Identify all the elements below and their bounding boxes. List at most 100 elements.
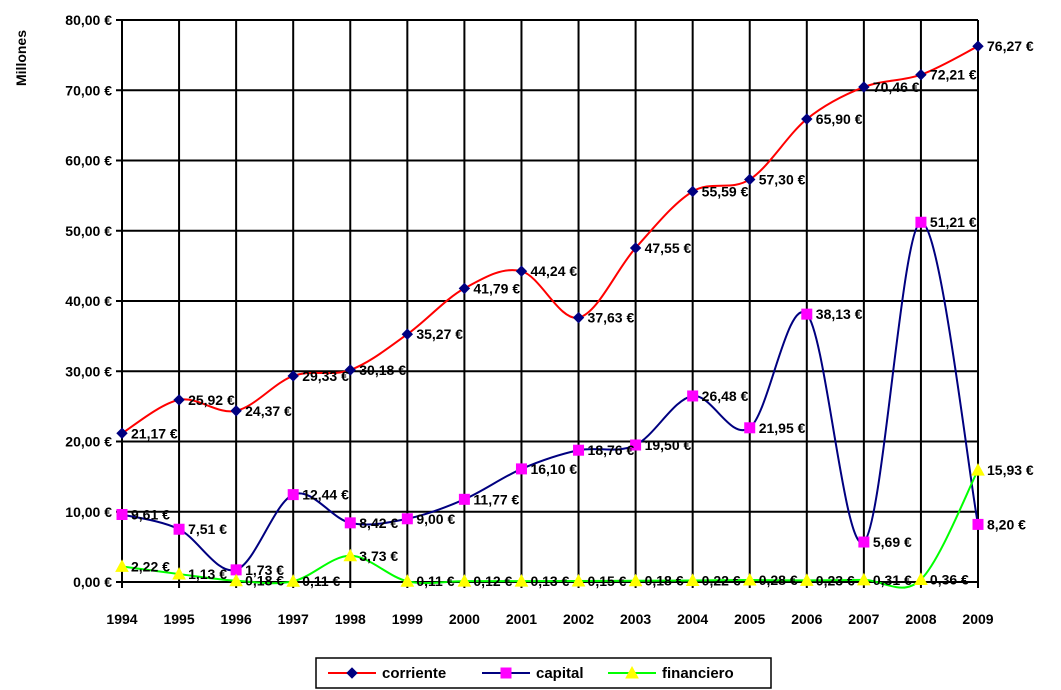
y-axis-label: Millones — [13, 30, 29, 86]
financiero-point — [400, 574, 415, 587]
capital-point — [287, 489, 299, 501]
x-tick-label: 2007 — [848, 611, 879, 627]
capital-data-label: 19,50 € — [645, 437, 692, 453]
capital-data-label: 21,95 € — [759, 420, 806, 436]
financiero-point — [857, 572, 871, 586]
financiero-point — [628, 573, 643, 587]
corriente-point — [515, 265, 528, 277]
corriente-data-label: 55,59 € — [702, 183, 749, 199]
corriente-data-label: 70,46 € — [873, 79, 920, 95]
financiero-data-label: 0,18 € — [645, 573, 684, 589]
capital-point — [458, 493, 470, 505]
x-tick-label: 2002 — [563, 611, 594, 627]
corriente-point — [230, 405, 242, 417]
y-tick-label: 10,00 € — [65, 504, 112, 520]
series-group — [115, 40, 985, 589]
financiero-point — [514, 574, 529, 587]
financiero-data-label: 15,93 € — [987, 462, 1034, 478]
capital-data-label: 16,10 € — [530, 461, 577, 477]
x-tick-label: 2008 — [905, 611, 936, 627]
corriente-point — [344, 364, 356, 376]
financiero-data-label: 3,73 € — [359, 548, 398, 564]
corriente-point — [116, 427, 128, 439]
x-tick-label: 2004 — [677, 611, 708, 627]
corriente-data-label: 37,63 € — [588, 310, 635, 326]
y-tick-label: 60,00 € — [65, 153, 112, 169]
corriente-point — [801, 113, 813, 125]
y-axis-ticks: 0,00 € 10,00 € 20,00 € 30,00 € 40,00 € 50,00 … — [65, 12, 122, 590]
x-tick-label: 1997 — [278, 611, 309, 627]
y-tick-label: 30,00 € — [65, 363, 112, 379]
corriente-data-label: 47,55 € — [645, 240, 692, 256]
legend-box — [315, 657, 772, 689]
capital-point — [858, 536, 870, 548]
financiero-point — [172, 567, 186, 580]
capital-point — [116, 508, 128, 520]
grid — [121, 19, 979, 583]
capital-point — [915, 216, 927, 228]
corriente-point — [629, 242, 642, 254]
corriente-point — [401, 328, 414, 340]
series-capital — [116, 216, 984, 576]
x-tick-label: 2001 — [506, 611, 537, 627]
financiero-point — [229, 573, 243, 587]
series-corriente — [116, 40, 984, 439]
financiero-point — [971, 463, 985, 476]
corriente-data-label: 21,17 € — [131, 425, 178, 441]
financiero-point — [685, 573, 700, 586]
capital-point — [173, 523, 185, 535]
financiero-data-label: 0,11 € — [416, 573, 454, 589]
x-tick-label: 2003 — [620, 611, 651, 627]
x-tick-label: 1998 — [335, 611, 366, 627]
legend-marker-corriente — [346, 667, 358, 679]
capital-data-label: 8,42 € — [359, 515, 398, 531]
y-tick-label: 0,00 € — [73, 574, 112, 590]
financiero-data-label: 0,23 € — [816, 572, 855, 588]
corriente-data-label: 76,27 € — [987, 38, 1034, 54]
capital-data-label: 9,61 € — [131, 506, 170, 522]
legend-marker-capital — [500, 667, 512, 679]
legend-label-capital: capital — [536, 665, 584, 682]
x-tick-label: 1994 — [106, 611, 137, 627]
financiero-data-label: 0,15 € — [588, 573, 627, 589]
capital-point — [230, 564, 242, 576]
capital-data-label: 9,00 € — [416, 511, 455, 527]
capital-point — [801, 308, 813, 320]
corriente-data-label: 65,90 € — [816, 111, 863, 127]
x-tick-label: 2005 — [734, 611, 765, 627]
corriente-point — [915, 69, 927, 81]
corriente-data-label: 57,30 € — [759, 171, 806, 187]
capital-point — [972, 518, 984, 530]
capital-data-label: 12,44 € — [302, 487, 349, 503]
x-tick-label: 1996 — [221, 611, 252, 627]
x-tick-label: 1995 — [163, 611, 194, 627]
financiero-data-label: 1,13 € — [188, 566, 227, 582]
financiero-point — [457, 574, 472, 587]
financiero-data-label: 0,31 € — [873, 572, 912, 588]
legend: corriente capital financiero — [315, 657, 772, 689]
corriente-data-label: 30,18 € — [359, 362, 406, 378]
financiero-data-label: 0,13 € — [530, 573, 569, 589]
financiero-point — [742, 572, 757, 586]
corriente-data-label: 44,24 € — [530, 263, 577, 279]
financiero-data-label: 0,22 € — [702, 572, 741, 588]
capital-point — [687, 390, 699, 402]
corriente-point — [287, 370, 299, 382]
capital-point — [401, 513, 413, 525]
capital-point — [744, 422, 756, 434]
corriente-point — [173, 394, 185, 406]
capital-data-label: 5,69 € — [873, 534, 912, 550]
y-tick-label: 20,00 € — [65, 434, 112, 450]
corriente-data-label: 41,79 € — [473, 280, 520, 296]
x-axis-ticks: 1994 1995 1996 1997 1998 1999 2000 2001 2002 2003… — [106, 582, 994, 627]
corriente-data-label: 24,37 € — [245, 403, 292, 419]
financiero-point — [799, 573, 814, 586]
data-labels: 21,17 € 25,92 € 24,37 € 29,33 € 30,18 € 35,27… — [131, 38, 1034, 589]
corriente-data-label: 25,92 € — [188, 392, 235, 408]
financiero-data-label: 0,18 € — [245, 573, 284, 589]
capital-data-label: 38,13 € — [816, 306, 863, 322]
capital-point — [515, 463, 527, 475]
capital-point — [344, 517, 356, 529]
corriente-point — [686, 185, 699, 198]
